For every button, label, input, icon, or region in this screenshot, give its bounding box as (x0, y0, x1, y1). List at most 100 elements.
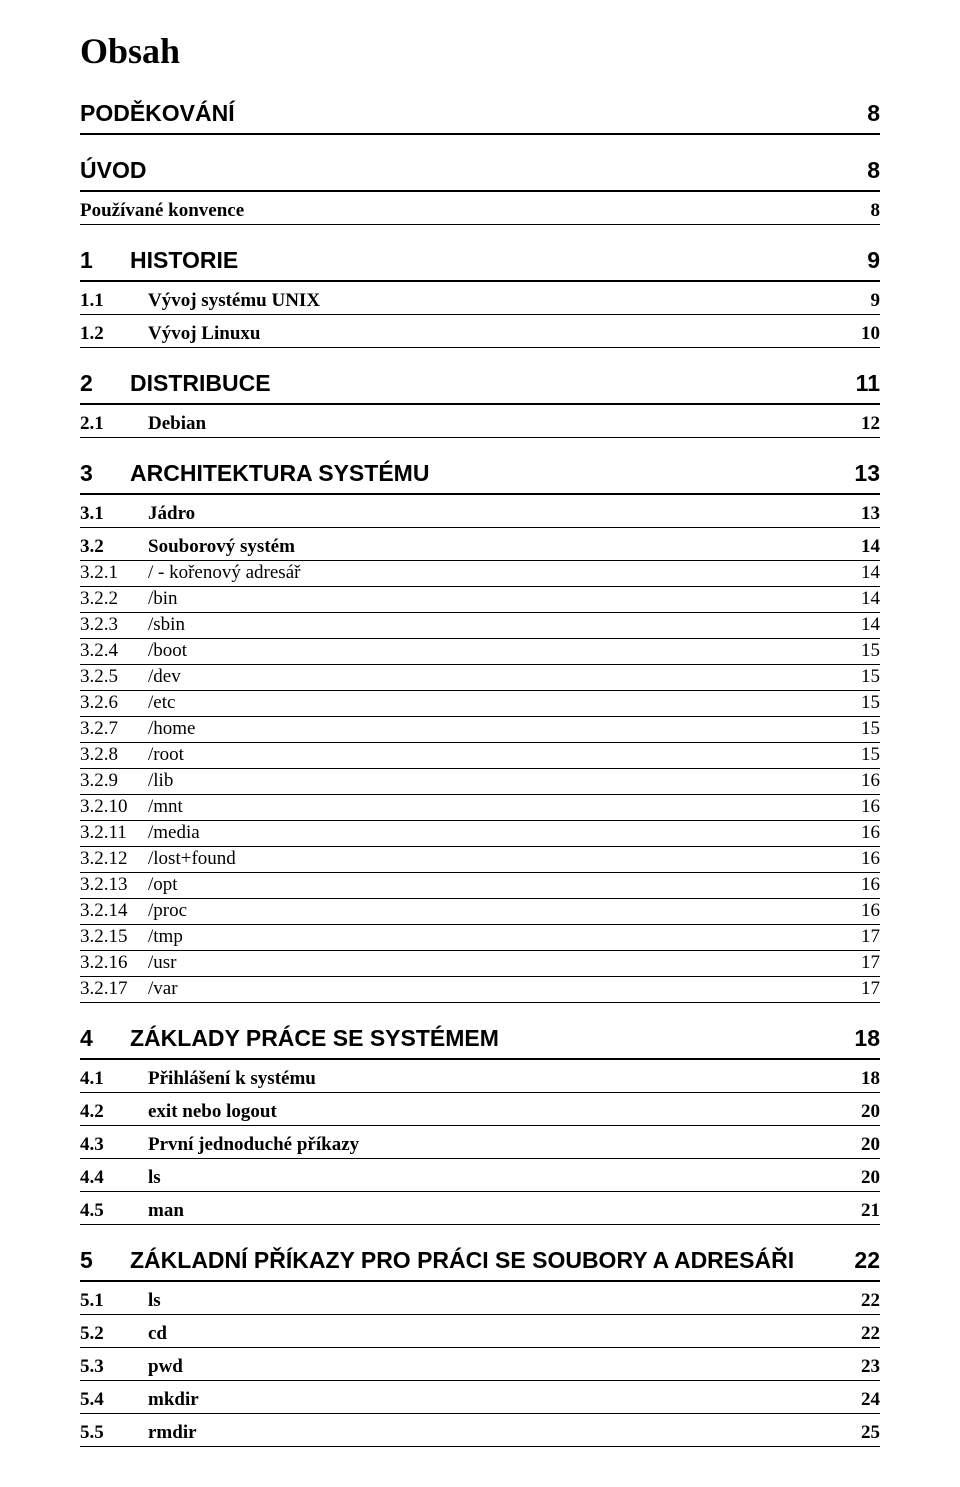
toc-section: 3.1Jádro 13 (80, 503, 880, 525)
toc-number: 3.2.16 (80, 952, 148, 974)
toc-page: 22 (854, 1247, 880, 1274)
toc-number: 3.1 (80, 503, 148, 525)
divider (80, 190, 880, 192)
toc-number: 4 (80, 1025, 130, 1052)
toc-chapter: 2DISTRIBUCE 11 (80, 370, 880, 397)
toc-label: / - kořenový adresář (148, 562, 300, 584)
divider (80, 403, 880, 405)
toc-page: 16 (861, 822, 880, 844)
toc-number: 3.2.11 (80, 822, 148, 844)
divider (80, 768, 880, 769)
toc-label: První jednoduché příkazy (148, 1134, 359, 1156)
toc-section: 5.4mkdir24 (80, 1389, 880, 1411)
toc-label: /opt (148, 874, 178, 896)
divider (80, 690, 880, 691)
toc-number: 5.2 (80, 1323, 148, 1345)
toc-page: 13 (861, 503, 880, 525)
toc-chapter: 1HISTORIE9 (80, 247, 880, 274)
toc-subsection: 3.2.11/media16 (80, 822, 880, 844)
toc-subsection: 3.2.17/var17 (80, 978, 880, 1000)
toc-label: DISTRIBUCE (130, 370, 271, 397)
toc-label: ARCHITEKTURA SYSTÉMU (130, 460, 429, 487)
toc-page: 20 (861, 1134, 880, 1156)
toc-page: 8 (867, 157, 880, 184)
toc-label: man (148, 1200, 184, 1222)
toc-subsection: 3.2.5/dev 15 (80, 666, 880, 688)
toc-page: 16 (861, 848, 880, 870)
toc-page: 14 (861, 536, 880, 558)
toc-label: /usr (148, 952, 177, 974)
toc-number: 3.2.3 (80, 614, 148, 636)
toc-label: ls (148, 1290, 161, 1312)
divider (80, 1347, 880, 1348)
toc-label: Vývoj systému UNIX (148, 290, 320, 312)
toc-label: ZÁKLADNÍ PŘÍKAZY PRO PRÁCI SE SOUBORY A … (130, 1247, 794, 1274)
toc-number: 1.2 (80, 323, 148, 345)
toc-page: 14 (861, 562, 880, 584)
toc-page: 18 (854, 1025, 880, 1052)
toc-page: 12 (861, 413, 880, 435)
toc-page: 14 (861, 614, 880, 636)
toc-section: 2.1Debian12 (80, 413, 880, 435)
toc-page: 10 (861, 323, 880, 345)
toc-number: 3.2.13 (80, 874, 148, 896)
toc-page: 11 (856, 370, 880, 397)
toc-page: 9 (871, 290, 881, 312)
toc-number: 1.1 (80, 290, 148, 312)
toc-section: 5.3pwd23 (80, 1356, 880, 1378)
toc-number: 5.3 (80, 1356, 148, 1378)
toc-section: Používané konvence8 (80, 200, 880, 222)
toc-section: 4.2exit nebo logout20 (80, 1101, 880, 1123)
toc-chapter: PODĚKOVÁNÍ8 (80, 100, 880, 127)
toc-label: /lib (148, 770, 173, 792)
toc-number: 3.2.15 (80, 926, 148, 948)
toc-page: 16 (861, 874, 880, 896)
divider (80, 1125, 880, 1126)
toc-page: 15 (861, 744, 880, 766)
toc-subsection: 3.2.9/lib16 (80, 770, 880, 792)
toc-number: 4.3 (80, 1134, 148, 1156)
toc-label: cd (148, 1323, 167, 1345)
document-title: Obsah (80, 30, 880, 72)
toc-number: 5.4 (80, 1389, 148, 1411)
divider (80, 950, 880, 951)
toc-number: 4.5 (80, 1200, 148, 1222)
toc-label: /home (148, 718, 196, 740)
table-of-contents: PODĚKOVÁNÍ8ÚVOD8Používané konvence81HIST… (80, 100, 880, 1447)
toc-number: 3.2.6 (80, 692, 148, 714)
divider (80, 1413, 880, 1414)
divider (80, 347, 880, 348)
divider (80, 133, 880, 135)
toc-label: /dev (148, 666, 181, 688)
toc-page: 15 (861, 666, 880, 688)
toc-label: pwd (148, 1356, 183, 1378)
toc-page: 20 (861, 1101, 880, 1123)
toc-label: /proc (148, 900, 187, 922)
toc-subsection: 3.2.14/proc16 (80, 900, 880, 922)
divider (80, 742, 880, 743)
toc-number: 3.2.14 (80, 900, 148, 922)
toc-page: 8 (871, 200, 881, 222)
toc-page: 16 (861, 796, 880, 818)
toc-label: rmdir (148, 1422, 197, 1444)
divider (80, 1280, 880, 1282)
toc-label: /sbin (148, 614, 185, 636)
divider (80, 1446, 880, 1447)
toc-subsection: 3.2.10/mnt16 (80, 796, 880, 818)
toc-label: /root (148, 744, 184, 766)
divider (80, 924, 880, 925)
divider (80, 794, 880, 795)
toc-number: 3.2.1 (80, 562, 148, 584)
toc-page: 15 (861, 640, 880, 662)
toc-label: exit nebo logout (148, 1101, 277, 1123)
toc-number: 2 (80, 370, 130, 397)
toc-number: 3.2.10 (80, 796, 148, 818)
toc-number: 3.2.5 (80, 666, 148, 688)
toc-number: 5.5 (80, 1422, 148, 1444)
toc-page: 17 (861, 978, 880, 1000)
toc-subsection: 3.2.15/tmp17 (80, 926, 880, 948)
toc-label: /tmp (148, 926, 183, 948)
toc-label: Jádro (148, 503, 195, 525)
toc-page: 24 (861, 1389, 880, 1411)
toc-number: 3.2.17 (80, 978, 148, 1000)
